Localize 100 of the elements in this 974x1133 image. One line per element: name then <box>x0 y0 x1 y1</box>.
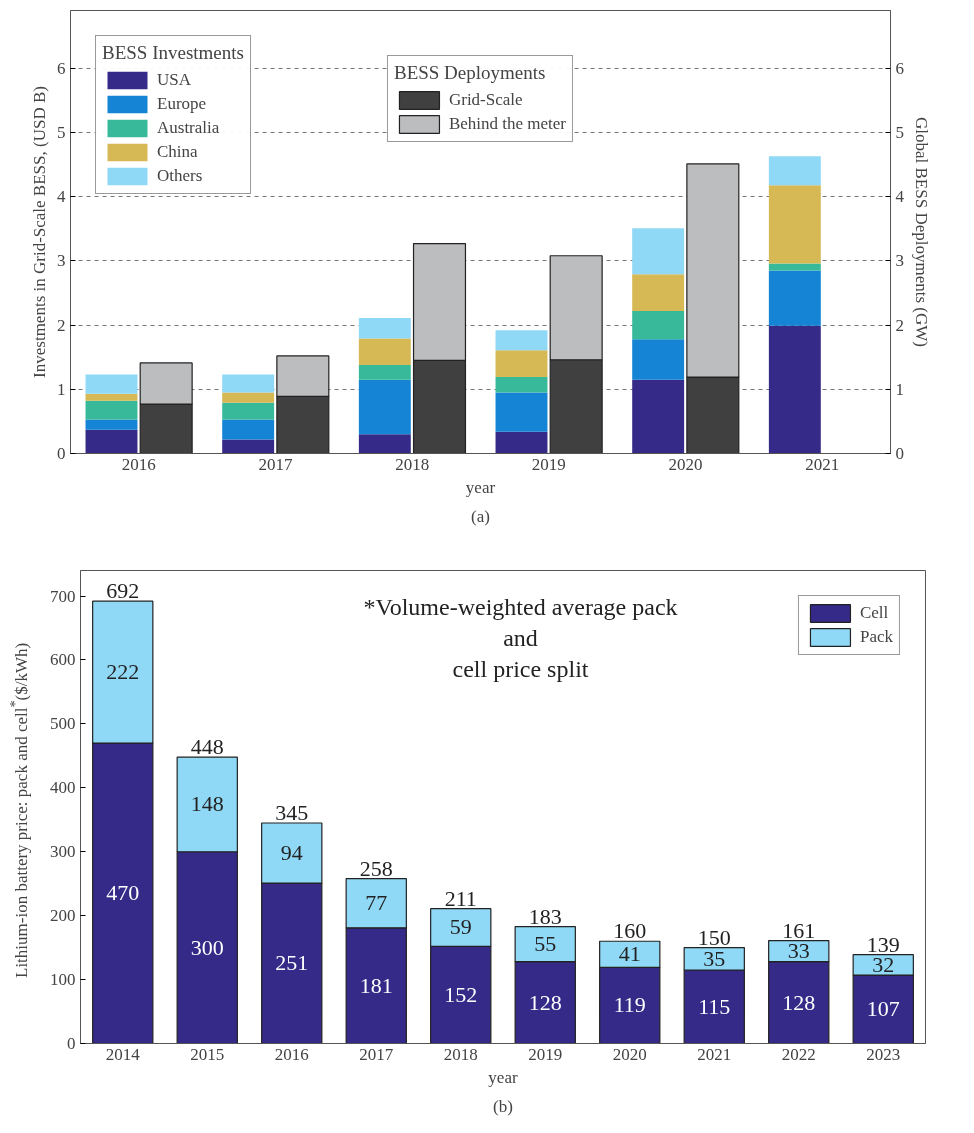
total-label: 211 <box>444 885 477 911</box>
legend-label: China <box>157 142 198 162</box>
y-tick-label: 2 <box>57 315 66 335</box>
data-label: 128 <box>782 989 816 1015</box>
data-label: 181 <box>359 972 393 998</box>
y-tick-label: 100 <box>50 970 76 990</box>
legend-label: Behind the meter <box>448 114 567 134</box>
y-tick-label: 200 <box>50 906 76 926</box>
data-label: 94 <box>280 840 303 866</box>
x-tick-label: 2018 <box>443 1044 478 1064</box>
x-tick-label: 2020 <box>668 454 703 474</box>
y2-axis-title: Global BESS Deployments (GW) <box>912 117 931 347</box>
annotation: *Volume-weighted average pack and cell price split <box>363 593 678 682</box>
y2-tick-label: 3 <box>895 251 904 271</box>
x-axis-title: year <box>488 1067 518 1087</box>
x-tick-label: 2016 <box>121 454 156 474</box>
bar <box>768 270 821 326</box>
total-label: 183 <box>528 903 562 929</box>
x-axis-title: year <box>465 477 496 497</box>
x-tick-label: 2021 <box>805 454 840 474</box>
legend-label: Pack <box>859 627 893 647</box>
bar <box>358 318 411 339</box>
bar <box>495 330 548 351</box>
y2-tick-label: 2 <box>895 315 904 335</box>
bar <box>632 339 685 380</box>
bar <box>222 402 275 420</box>
data-label: 59 <box>449 914 472 940</box>
x-tick-label: 2017 <box>359 1044 394 1064</box>
bar <box>358 364 411 380</box>
y-axis-title: Investments in Grid-Scale BESS, (USD B) <box>30 86 49 378</box>
legend-label: Others <box>157 166 203 186</box>
y-tick-label: 0 <box>67 1034 76 1053</box>
total-label: 448 <box>190 734 224 760</box>
data-label: 115 <box>698 993 731 1019</box>
bar <box>495 350 548 378</box>
x-tick-label: 2014 <box>105 1044 141 1064</box>
data-label: 470 <box>106 880 140 906</box>
legend-label: Europe <box>157 94 207 114</box>
y-tick-label: 300 <box>50 842 76 862</box>
y-tick-label: 0 <box>57 444 66 463</box>
bar <box>358 338 411 365</box>
bar <box>632 310 685 340</box>
y2-tick-label: 4 <box>895 187 905 207</box>
y-tick-label: 600 <box>50 650 76 670</box>
bar <box>495 431 548 454</box>
data-label: 148 <box>190 791 224 817</box>
x-tick-label: 2016 <box>274 1044 309 1064</box>
bar <box>85 419 138 430</box>
bar <box>768 263 821 271</box>
legend-label: Cell <box>859 603 889 623</box>
y2-tick-label: 1 <box>895 379 904 399</box>
total-label: 692 <box>106 578 140 604</box>
bar <box>495 377 548 393</box>
bar <box>222 439 275 454</box>
data-label: 55 <box>534 931 557 957</box>
y-tick-label: 500 <box>50 714 76 734</box>
x-tick-label: 2023 <box>866 1044 901 1064</box>
y-tick-label: 6 <box>57 58 66 78</box>
bar <box>768 325 821 454</box>
bar <box>768 185 821 264</box>
x-tick-label: 2015 <box>190 1044 225 1064</box>
data-label: 222 <box>106 659 140 685</box>
y-tick-label: 5 <box>57 122 66 142</box>
data-label: 128 <box>528 989 562 1015</box>
x-tick-label: 2019 <box>528 1044 563 1064</box>
y-tick-label: 1 <box>57 379 66 399</box>
y2-tick-label: 0 <box>895 444 904 463</box>
x-tick-label: 2018 <box>395 454 430 474</box>
bar <box>632 228 685 275</box>
data-label: 152 <box>444 981 478 1007</box>
y-tick-label: 3 <box>57 251 66 271</box>
data-label: 107 <box>866 996 900 1022</box>
total-label: 160 <box>613 918 647 944</box>
y-tick-label: 700 <box>50 586 76 606</box>
bar <box>358 434 411 454</box>
x-tick-label: 2020 <box>612 1044 647 1064</box>
text: BESS Investments <box>102 42 244 63</box>
data-label: 77 <box>365 890 388 916</box>
legend-label: Australia <box>157 118 220 138</box>
x-tick-label: 2017 <box>258 454 293 474</box>
total-label: 345 <box>275 799 309 825</box>
text: BESS Deployments <box>393 62 546 83</box>
text: (a) <box>471 506 490 526</box>
bar <box>768 156 821 186</box>
data-label: 300 <box>190 934 224 960</box>
y2-tick-label: 6 <box>895 58 904 78</box>
bar <box>222 392 275 403</box>
x-tick-label: 2019 <box>531 454 566 474</box>
data-label: 119 <box>613 992 646 1018</box>
text: (b) <box>493 1096 513 1116</box>
y-tick-label: 400 <box>50 778 76 798</box>
x-tick-label: 2021 <box>697 1044 732 1064</box>
bar <box>85 393 138 401</box>
total-label: 258 <box>359 855 393 881</box>
data-label: 41 <box>618 941 641 967</box>
data-label: 251 <box>275 950 309 976</box>
y2-tick-label: 5 <box>895 122 904 142</box>
x-tick-label: 2022 <box>781 1044 816 1064</box>
legend-label: Grid-Scale <box>448 90 523 110</box>
y-tick-label: 4 <box>57 187 66 207</box>
